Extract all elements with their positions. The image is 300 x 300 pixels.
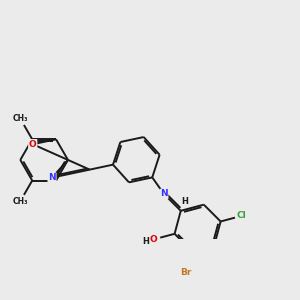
Text: N: N [160, 190, 168, 199]
Text: CH₃: CH₃ [13, 114, 28, 123]
Text: Br: Br [180, 268, 191, 277]
Text: Cl: Cl [236, 212, 246, 220]
Text: O: O [150, 235, 158, 244]
Text: N: N [48, 173, 56, 182]
Text: O: O [29, 140, 37, 149]
Text: H: H [142, 236, 149, 245]
Text: CH₃: CH₃ [13, 197, 28, 206]
Text: H: H [181, 197, 188, 206]
